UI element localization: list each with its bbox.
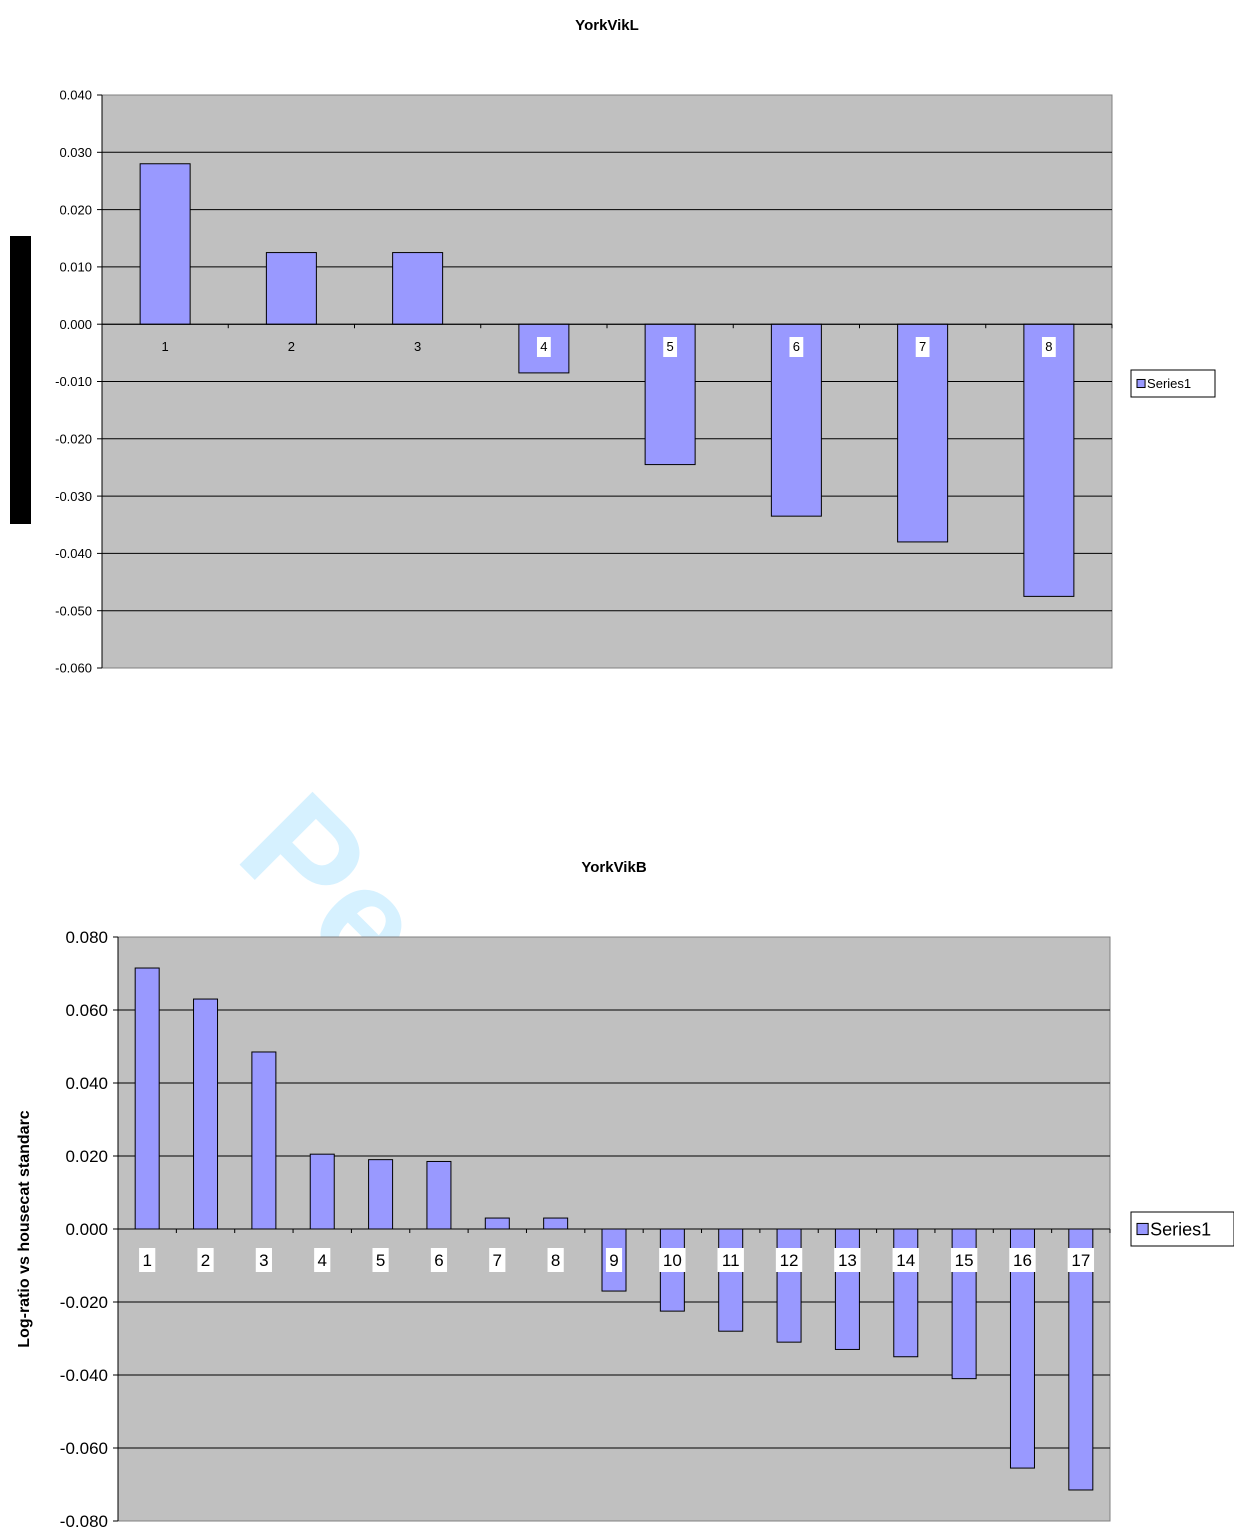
category-label: 1 <box>162 339 169 354</box>
category-label: 7 <box>493 1251 502 1270</box>
y-tick-label: 0.010 <box>59 260 92 275</box>
y-axis-label: Log-ratio vs housecat standarc <box>16 1110 33 1347</box>
category-label: 6 <box>793 339 800 354</box>
bar <box>265 252 317 325</box>
category-label: 12 <box>780 1251 799 1270</box>
category-label: 11 <box>722 1251 740 1270</box>
category-label-box <box>139 1248 156 1272</box>
y-tick-label: -0.040 <box>55 546 92 561</box>
y-tick-label: -0.020 <box>55 431 92 446</box>
category-label: 15 <box>955 1251 974 1270</box>
y-tick-label: -0.050 <box>55 603 92 618</box>
legend-swatch <box>1136 378 1146 389</box>
y-tick-label: 0.040 <box>59 88 92 103</box>
redaction-bar <box>10 236 31 524</box>
category-label: 13 <box>838 1251 857 1270</box>
category-label-box <box>717 1248 744 1272</box>
y-tick-label: 0.040 <box>65 1074 108 1093</box>
category-label: 1 <box>142 1251 151 1270</box>
category-label-box <box>915 337 930 357</box>
category-label-box <box>314 1248 331 1272</box>
bar <box>484 1217 510 1230</box>
legend-label: Series1 <box>1150 1219 1211 1239</box>
category-label-box <box>1009 1248 1036 1272</box>
category-label: 4 <box>318 1251 327 1270</box>
bar <box>1023 323 1075 597</box>
category-label-box <box>536 337 551 357</box>
bar <box>1068 1228 1094 1491</box>
y-tick-label: 0.060 <box>65 1001 108 1020</box>
category-label-box <box>372 1248 389 1272</box>
chart-yorkvikl: YorkVikL 0.040 0.030 0.020 0.010 0.000 -0.010 -… <box>55 17 1216 676</box>
y-tick-label: 0.080 <box>65 928 108 947</box>
y-tick-label: 0.020 <box>59 202 92 217</box>
category-label: 5 <box>667 339 674 354</box>
chart-title: YorkVikL <box>575 17 639 34</box>
category-label: 7 <box>919 339 926 354</box>
bar <box>543 1217 569 1230</box>
y-tick-label: 0.000 <box>59 317 92 332</box>
category-label-box <box>1067 1248 1095 1272</box>
category-label-box <box>659 1248 686 1272</box>
category-label: 2 <box>288 339 295 354</box>
category-label-box <box>950 1248 978 1272</box>
bar <box>426 1160 452 1230</box>
category-label-box <box>789 337 804 357</box>
y-tick-label: 0.020 <box>65 1147 108 1166</box>
category-label-box <box>255 1248 272 1272</box>
bar <box>392 252 444 325</box>
category-label-box <box>489 1248 506 1272</box>
y-tick-label: 0.000 <box>65 1220 108 1239</box>
category-label: 9 <box>609 1251 618 1270</box>
category-label-box <box>892 1248 919 1272</box>
bar <box>139 163 191 325</box>
y-tick-label: -0.030 <box>55 489 92 504</box>
bar <box>897 323 949 543</box>
chart-title: YorkVikB <box>581 859 646 876</box>
y-tick-label: -0.040 <box>60 1366 108 1385</box>
category-label: 14 <box>896 1251 915 1270</box>
bar <box>718 1228 744 1332</box>
category-label-box <box>1041 337 1056 357</box>
y-tick-label: -0.080 <box>60 1512 108 1529</box>
category-label: 5 <box>376 1251 385 1270</box>
y-tick-label: -0.060 <box>55 661 92 676</box>
category-label: 4 <box>540 339 547 354</box>
y-tick-label: -0.020 <box>60 1293 108 1312</box>
category-label-box <box>663 337 678 357</box>
category-label-box <box>547 1248 564 1272</box>
bar <box>251 1051 277 1230</box>
category-label: 17 <box>1071 1251 1090 1270</box>
category-label: 3 <box>259 1251 268 1270</box>
category-label-box <box>430 1248 448 1272</box>
category-label-box <box>775 1248 803 1272</box>
bar <box>193 998 219 1230</box>
y-tick-label: -0.060 <box>60 1439 108 1458</box>
legend-swatch <box>1136 1222 1149 1236</box>
category-label: 16 <box>1013 1251 1032 1270</box>
category-label-box <box>197 1248 214 1272</box>
category-label: 10 <box>663 1251 682 1270</box>
bar <box>134 967 160 1230</box>
y-tick-label: -0.010 <box>55 374 92 389</box>
category-label: 3 <box>414 339 421 354</box>
bar <box>776 1228 802 1343</box>
bar <box>368 1159 394 1230</box>
category-label: 8 <box>1045 339 1052 354</box>
category-label: 8 <box>551 1251 560 1270</box>
y-tick-label: 0.030 <box>59 145 92 160</box>
category-label: 6 <box>434 1251 443 1270</box>
category-label-box <box>834 1248 861 1272</box>
legend-label: Series1 <box>1147 376 1191 391</box>
chart-yorkvikb: YorkVikB 0.080 0.060 0.040 0.020 0.000 -0.020 -… <box>16 859 1234 1529</box>
category-label: 2 <box>201 1251 210 1270</box>
category-label-box <box>605 1248 623 1272</box>
bar <box>834 1228 860 1350</box>
bar <box>309 1153 335 1230</box>
